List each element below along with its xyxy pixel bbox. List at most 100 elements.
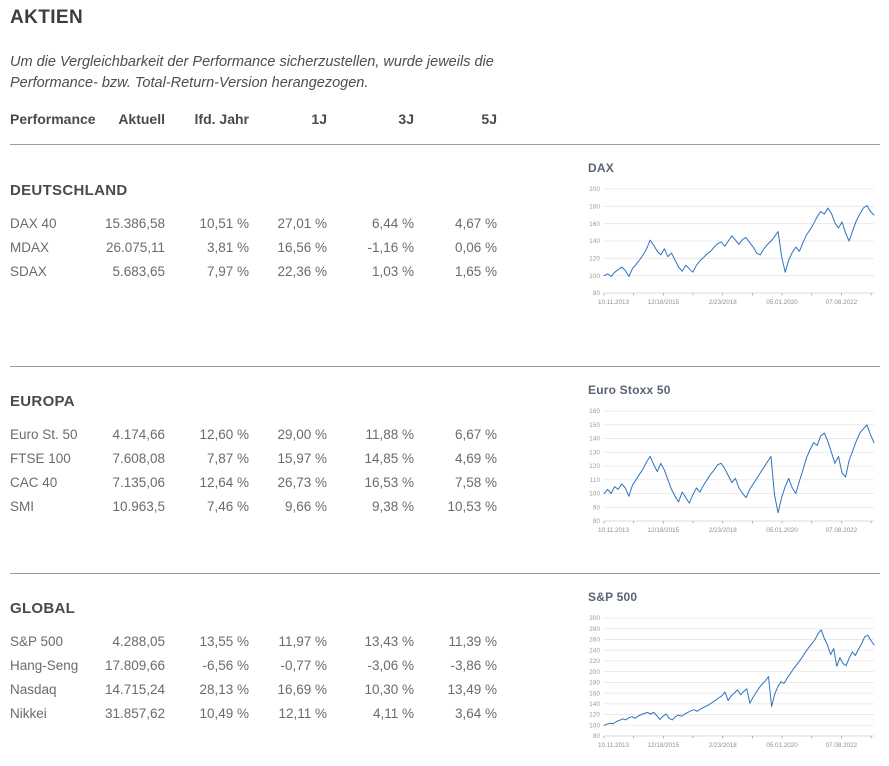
chart-title-dax: DAX — [588, 161, 614, 175]
svg-text:2/23/2018: 2/23/2018 — [709, 299, 738, 306]
svg-text:140: 140 — [589, 238, 600, 245]
table-row: MDAX 26.075,11 3,81 % 16,56 % -1,16 % 0,06 % — [10, 236, 510, 260]
index-value: 16,56 % — [277, 240, 327, 255]
euro-stoxx-chart-panel: Euro Stoxx 50 160 150 140 130 120 110 100 90 80 1… — [586, 367, 880, 539]
section-europa: EUROPA Euro St. 50 4.174,66 12,60 % 29,00 %… — [10, 367, 880, 556]
table-row: Nasdaq 14.715,24 28,13 % 16,69 % 10,30 % 13,4… — [10, 678, 510, 702]
dax-chart-panel: DAX 200 180 160 140 120 100 80 10.11.2013 12/18/… — [586, 145, 880, 311]
index-name: Euro St. 50 — [10, 427, 78, 442]
europa-rows: Euro St. 50 4.174,66 12,60 % 29,00 % 11,88 %… — [10, 423, 510, 519]
index-value: 4.174,66 — [112, 427, 165, 442]
section-title-europa: EUROPA — [10, 393, 75, 410]
svg-text:100: 100 — [589, 722, 600, 729]
index-value: 29,00 % — [277, 427, 327, 442]
col-header-performance: Performance — [10, 111, 96, 127]
index-value: 26.075,11 — [105, 240, 165, 255]
separator-line — [10, 573, 880, 574]
index-value: 15,97 % — [277, 451, 327, 466]
index-value: 6,67 % — [454, 427, 497, 442]
svg-text:05.01.2020: 05.01.2020 — [766, 527, 798, 534]
svg-text:12/18/2015: 12/18/2015 — [648, 299, 680, 306]
index-value: 10.963,5 — [112, 499, 165, 514]
table-row: FTSE 100 7.608,08 7,87 % 15,97 % 14,85 % 4,69… — [10, 447, 510, 471]
index-value: 13,49 % — [447, 682, 497, 697]
index-name: Nasdaq — [10, 682, 57, 697]
index-value: 26,73 % — [277, 475, 327, 490]
index-value: 14,85 % — [364, 451, 414, 466]
svg-text:140: 140 — [589, 436, 600, 443]
index-value: 3,81 % — [206, 240, 249, 255]
index-value: 5.683,65 — [112, 264, 165, 279]
svg-text:160: 160 — [589, 408, 600, 415]
chart-title-sp500: S&P 500 — [588, 590, 638, 604]
index-value: 7,97 % — [206, 264, 249, 279]
line-chart-svg: 200 180 160 140 120 100 80 10.11.2013 12/18/2015… — [589, 186, 875, 306]
index-value: 7.135,06 — [112, 475, 165, 490]
svg-text:300: 300 — [589, 615, 600, 622]
index-value: 11,39 % — [448, 634, 497, 649]
svg-text:130: 130 — [589, 449, 600, 456]
index-name: SMI — [10, 499, 35, 514]
svg-text:05.01.2020: 05.01.2020 — [766, 742, 798, 749]
line-chart-svg: 160 150 140 130 120 110 100 90 80 10.11.2013 12/18… — [589, 408, 875, 534]
index-value: 7,58 % — [454, 475, 497, 490]
table-row: SMI 10.963,5 7,46 % 9,66 % 9,38 % 10,53 % — [10, 495, 510, 519]
index-value: 7.608,08 — [112, 451, 165, 466]
svg-text:80: 80 — [593, 290, 601, 297]
index-value: -6,56 % — [202, 658, 249, 673]
table-row: DAX 40 15.386,58 10,51 % 27,01 % 6,44 % 4,67 … — [10, 212, 510, 236]
index-name: S&P 500 — [10, 634, 64, 649]
separator-line — [10, 144, 880, 145]
table-row: Euro St. 50 4.174,66 12,60 % 29,00 % 11,88 %… — [10, 423, 510, 447]
europa-table: EUROPA Euro St. 50 4.174,66 12,60 % 29,00 %… — [10, 367, 510, 519]
index-value: 10,53 % — [447, 499, 497, 514]
index-value: -3,06 % — [367, 658, 414, 673]
index-value: 12,60 % — [199, 427, 249, 442]
table-row: CAC 40 7.135,06 12,64 % 26,73 % 16,53 % 7,58 … — [10, 471, 510, 495]
index-name: Nikkei — [10, 706, 47, 721]
index-value: 11,88 % — [365, 427, 414, 442]
price-line — [603, 424, 875, 514]
svg-text:110: 110 — [590, 477, 601, 484]
section-global: GLOBAL S&P 500 4.288,05 13,55 % 11,97 % 13,4… — [10, 574, 880, 766]
index-value: 11,97 % — [278, 634, 327, 649]
index-value: 13,43 % — [364, 634, 414, 649]
svg-text:2/23/2018: 2/23/2018 — [709, 527, 738, 534]
svg-text:80: 80 — [593, 733, 601, 740]
col-header-5j: 5J — [481, 111, 497, 127]
svg-text:280: 280 — [589, 626, 600, 633]
index-value: 15.386,58 — [105, 216, 166, 231]
svg-text:180: 180 — [589, 680, 600, 687]
section-title-deutschland: DEUTSCHLAND — [10, 182, 128, 199]
svg-text:200: 200 — [589, 186, 600, 193]
dax-chart: 200 180 160 140 120 100 80 10.11.2013 12/18/2015… — [586, 185, 880, 311]
svg-text:07.08.2022: 07.08.2022 — [826, 742, 858, 749]
svg-text:260: 260 — [589, 637, 600, 644]
section-title-global: GLOBAL — [10, 600, 76, 617]
index-value: 0,06 % — [454, 240, 497, 255]
index-value: 7,87 % — [206, 451, 249, 466]
svg-text:10.11.2013: 10.11.2013 — [598, 742, 630, 749]
svg-text:10.11.2013: 10.11.2013 — [598, 299, 630, 306]
table-row: Hang-Seng 17.809,66 -6,56 % -0,77 % -3,06 % -… — [10, 654, 510, 678]
index-value: 12,64 % — [199, 475, 249, 490]
svg-text:05.01.2020: 05.01.2020 — [766, 299, 798, 306]
svg-text:07.08.2022: 07.08.2022 — [826, 299, 858, 306]
svg-text:120: 120 — [589, 256, 600, 263]
index-value: 10,30 % — [364, 682, 414, 697]
price-line — [603, 629, 875, 726]
index-value: 12,11 % — [278, 706, 327, 721]
chart-title-euro-stoxx: Euro Stoxx 50 — [588, 383, 671, 397]
index-name: DAX 40 — [10, 216, 57, 231]
svg-text:2/23/2018: 2/23/2018 — [709, 742, 738, 749]
aktien-report-page: AKTIEN Um die Vergleichbarkeit der Perfo… — [0, 7, 889, 766]
col-header-aktuell: Aktuell — [118, 111, 165, 127]
svg-text:100: 100 — [589, 491, 600, 498]
svg-text:150: 150 — [589, 422, 600, 429]
index-value: 16,53 % — [364, 475, 414, 490]
index-name: Hang-Seng — [10, 658, 79, 673]
price-line — [603, 205, 875, 277]
index-name: SDAX — [10, 264, 47, 279]
svg-text:240: 240 — [589, 647, 600, 654]
line-chart-svg: 300 280 260 240 220 200 180 160 140 120 100 80 10.11… — [589, 615, 875, 749]
